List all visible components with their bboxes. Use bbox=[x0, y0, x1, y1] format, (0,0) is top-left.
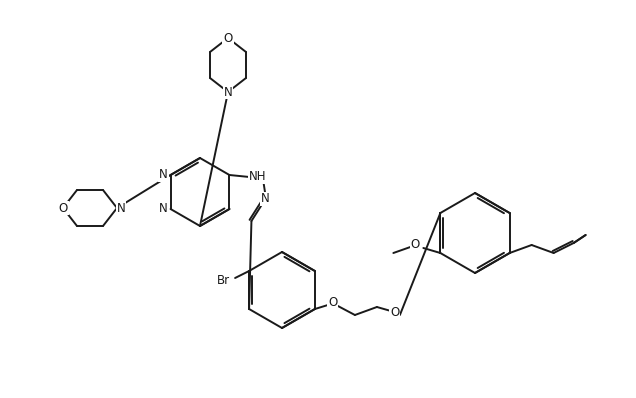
Text: N: N bbox=[159, 168, 168, 181]
Text: O: O bbox=[391, 306, 399, 320]
Text: N: N bbox=[261, 193, 270, 205]
Text: O: O bbox=[223, 31, 233, 45]
Text: Br: Br bbox=[216, 275, 230, 287]
Text: N: N bbox=[116, 201, 125, 215]
Text: O: O bbox=[59, 201, 67, 215]
Text: N: N bbox=[159, 203, 168, 215]
Text: O: O bbox=[411, 238, 420, 252]
Text: NH: NH bbox=[249, 170, 266, 183]
Text: N: N bbox=[224, 86, 232, 98]
Text: O: O bbox=[328, 297, 338, 310]
